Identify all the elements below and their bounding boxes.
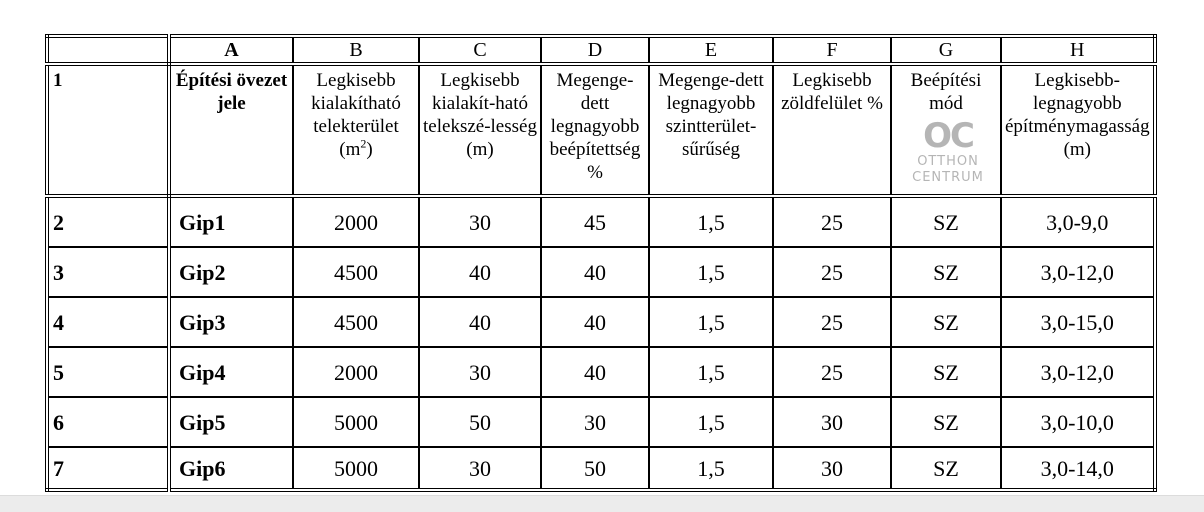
col-letter-d: D <box>540 35 650 66</box>
cell-g: SZ <box>890 195 1002 248</box>
cell-c: 40 <box>418 246 542 298</box>
cell-a: Gip5 <box>168 396 294 448</box>
zoning-table: A B C D E F G H 1 Építési övezet jele Le… <box>45 34 1157 492</box>
header-building-mode: Beépítési mód <box>890 63 1002 198</box>
cell-b: 4500 <box>292 296 420 348</box>
cell-c: 30 <box>418 346 542 398</box>
cell-d: 40 <box>540 296 650 348</box>
cell-e: 1,5 <box>648 446 774 490</box>
cell-g: SZ <box>890 346 1002 398</box>
cell-b: 4500 <box>292 246 420 298</box>
cell-a: Gip4 <box>168 346 294 398</box>
cell-a: Gip2 <box>168 246 294 298</box>
cell-a: Gip6 <box>168 446 294 490</box>
cell-c: 30 <box>418 446 542 490</box>
table-row: 4 Gip3 4500 40 40 1,5 25 SZ 3,0-15,0 <box>46 296 1156 348</box>
header-max-floor-density: Megenge-dett legnagyobb szintterület-sűr… <box>648 63 774 198</box>
row-number: 2 <box>46 195 171 248</box>
cell-b: 5000 <box>292 396 420 448</box>
row-number: 6 <box>46 396 171 448</box>
col-letter-e: E <box>648 35 774 66</box>
row-number: 4 <box>46 296 171 348</box>
cell-e: 1,5 <box>648 195 774 248</box>
cell-f: 30 <box>772 446 892 490</box>
cell-d: 30 <box>540 396 650 448</box>
cell-e: 1,5 <box>648 396 774 448</box>
header-building-height: Legkisebb-legnagyobb építménymagasság (m… <box>1000 63 1156 198</box>
header-min-green-area: Legkisebb zöldfelület % <box>772 63 892 198</box>
cell-g: SZ <box>890 296 1002 348</box>
col-letter-h: H <box>1000 35 1156 66</box>
col-letter-f: F <box>772 35 892 66</box>
cell-h: 3,0-12,0 <box>1000 246 1156 298</box>
cell-f: 25 <box>772 246 892 298</box>
header-min-plot-width: Legkisebb kialakít-ható telekszé-lesség … <box>418 63 542 198</box>
cell-c: 30 <box>418 195 542 248</box>
cell-d: 45 <box>540 195 650 248</box>
unit-close: ) <box>366 139 373 160</box>
header-min-plot-area-text: Legkisebb kialakítható telekterület (m <box>311 70 401 160</box>
cell-c: 50 <box>418 396 542 448</box>
header-min-plot-area: Legkisebb kialakítható telekterület (m2) <box>292 63 420 198</box>
table-row: 6 Gip5 5000 50 30 1,5 30 SZ 3,0-10,0 <box>46 396 1156 448</box>
header-zone-code: Építési övezet jele <box>168 63 294 198</box>
cell-a: Gip1 <box>168 195 294 248</box>
cell-g: SZ <box>890 396 1002 448</box>
cell-c: 40 <box>418 296 542 348</box>
unit-superscript: 2 <box>360 136 367 151</box>
cell-b: 2000 <box>292 346 420 398</box>
cell-h: 3,0-10,0 <box>1000 396 1156 448</box>
col-letter-g: G <box>890 35 1002 66</box>
cell-f: 25 <box>772 195 892 248</box>
header-row: 1 Építési övezet jele Legkisebb kialakít… <box>46 63 1156 198</box>
row-number: 7 <box>46 446 171 490</box>
cell-h: 3,0-9,0 <box>1000 195 1156 248</box>
cell-e: 1,5 <box>648 296 774 348</box>
cell-h: 3,0-14,0 <box>1000 446 1156 490</box>
cell-a: Gip3 <box>168 296 294 348</box>
table-row: 2 Gip1 2000 30 45 1,5 25 SZ 3,0-9,0 <box>46 195 1156 248</box>
cell-d: 50 <box>540 446 650 490</box>
col-letter-c: C <box>418 35 542 66</box>
cell-f: 30 <box>772 396 892 448</box>
table-row: 5 Gip4 2000 30 40 1,5 25 SZ 3,0-12,0 <box>46 346 1156 398</box>
cell-f: 25 <box>772 346 892 398</box>
col-letter-a: A <box>168 35 294 66</box>
cell-d: 40 <box>540 346 650 398</box>
cell-b: 2000 <box>292 195 420 248</box>
cell-g: SZ <box>890 446 1002 490</box>
cell-g: SZ <box>890 246 1002 298</box>
cell-h: 3,0-12,0 <box>1000 346 1156 398</box>
corner-cell <box>46 35 171 66</box>
cell-d: 40 <box>540 246 650 298</box>
row-number: 1 <box>46 63 171 198</box>
cell-e: 1,5 <box>648 246 774 298</box>
cell-e: 1,5 <box>648 346 774 398</box>
table-row: 3 Gip2 4500 40 40 1,5 25 SZ 3,0-12,0 <box>46 246 1156 298</box>
col-letter-b: B <box>292 35 420 66</box>
cell-b: 5000 <box>292 446 420 490</box>
cell-f: 25 <box>772 296 892 348</box>
table-row: 7 Gip6 5000 30 50 1,5 30 SZ 3,0-14,0 <box>46 446 1156 490</box>
viewer-bottom-bar <box>0 495 1204 512</box>
header-max-coverage: Megenge-dett legnagyobb beépítettség % <box>540 63 650 198</box>
column-letter-row: A B C D E F G H <box>46 35 1156 66</box>
row-number: 3 <box>46 246 171 298</box>
cell-h: 3,0-15,0 <box>1000 296 1156 348</box>
row-number: 5 <box>46 346 171 398</box>
